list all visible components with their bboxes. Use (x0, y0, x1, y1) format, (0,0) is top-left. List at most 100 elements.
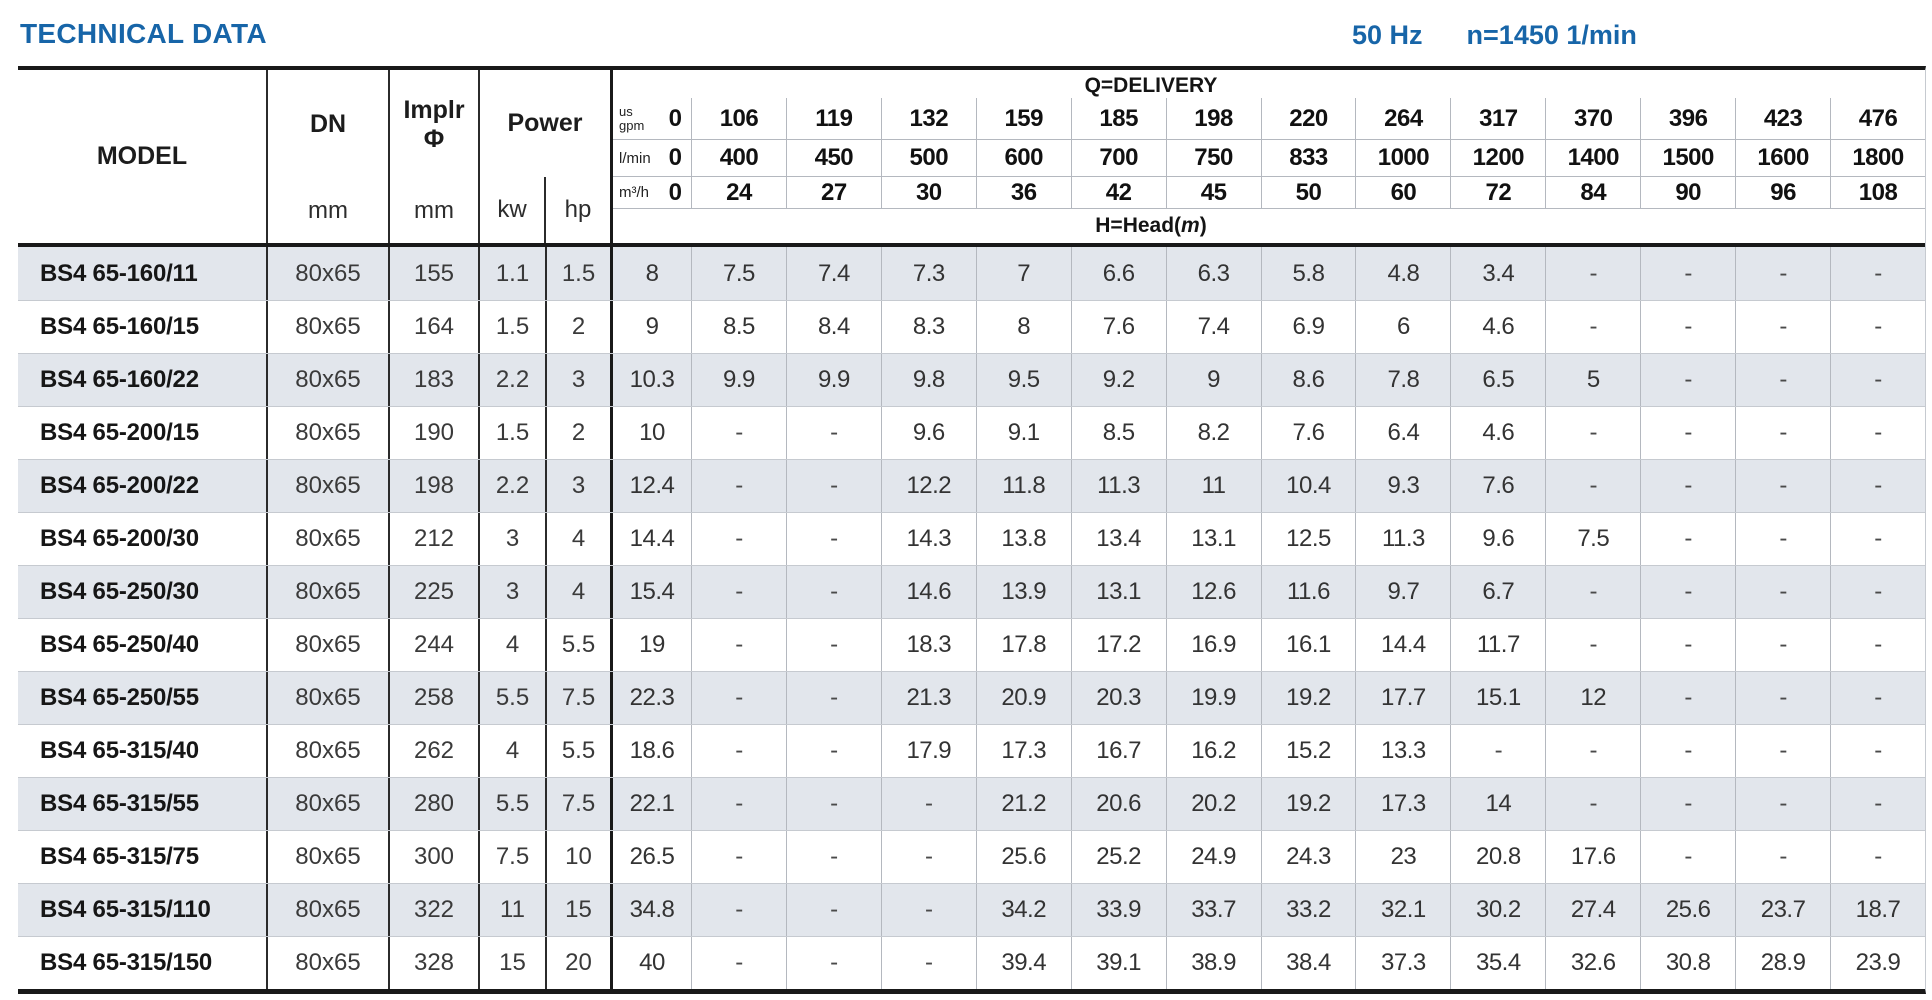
head-value-cell: 11.3 (1355, 513, 1450, 565)
model-cell: BS4 65-250/55 (18, 672, 268, 724)
head-value-cell: 24.3 (1260, 831, 1356, 883)
power-kw-cell: 3 (480, 566, 547, 618)
head-value-cell: 8.2 (1165, 407, 1261, 459)
table-row: BS4 65-315/75 80x65 300 7.5 10 26.5- - -25.6 25.… (18, 830, 1925, 883)
head-value-cell: - (880, 831, 976, 883)
impeller-diameter-cell: 328 (390, 937, 480, 989)
head-value-cell: - (1735, 619, 1830, 671)
head-prefix: H=Head( (1095, 214, 1182, 237)
power-kw-cell: 3 (480, 513, 547, 565)
usgpm-unit-cell: us gpm 0 (613, 98, 691, 139)
m3h-unit-cell: m³/h 0 (613, 177, 691, 208)
table-row: BS4 65-250/30 80x65 225 3 4 15.4- -14.6 13.9 13.… (18, 565, 1925, 618)
impeller-diameter-cell: 225 (390, 566, 480, 618)
head-value-cell: 14.4 (629, 525, 675, 552)
flow-header-value: 185 (1070, 98, 1166, 139)
flow-header-value: 72 (1450, 177, 1545, 208)
head-value-cell: 21.3 (880, 672, 976, 724)
head-value-cell: 11 (1165, 460, 1261, 512)
head-value-cell: 9.8 (880, 354, 976, 406)
flow-header-value: 476 (1830, 98, 1925, 139)
head-value-cell: - (785, 831, 881, 883)
power-hp-cell: 7.5 (547, 672, 613, 724)
head-value-cell: - (1735, 778, 1830, 830)
table-row: BS4 65-315/55 80x65 280 5.5 7.5 22.1- - -21.2 20… (18, 777, 1925, 830)
head-value-cell: 16.1 (1260, 619, 1356, 671)
power-hp-cell: 2 (547, 301, 613, 353)
dn-cell: 80x65 (268, 566, 390, 618)
flow-header-value: 264 (1355, 98, 1450, 139)
model-cell: BS4 65-315/55 (18, 778, 268, 830)
head-value-cell: - (1735, 301, 1830, 353)
head-value-cell: 13.3 (1355, 725, 1450, 777)
model-cell: BS4 65-315/75 (18, 831, 268, 883)
head-value-cell: 6.3 (1165, 247, 1261, 300)
hp-column-header: hp (564, 196, 592, 223)
head-value-cell: 12.6 (1165, 566, 1261, 618)
head-value-cell: 20.8 (1450, 831, 1545, 883)
head-value-cell: 25.6 (975, 831, 1071, 883)
flow-header-value: 317 (1450, 98, 1545, 139)
flow-header-value: 90 (1640, 177, 1735, 208)
head-value-cell: - (1640, 513, 1735, 565)
power-hp-cell: 2 (547, 407, 613, 459)
head-value-cell: - (1545, 619, 1640, 671)
kw-column-header: kw (480, 177, 546, 243)
model-cell: BS4 65-200/30 (18, 513, 268, 565)
model-cell: BS4 65-250/40 (18, 619, 268, 671)
impeller-diameter-cell: 155 (390, 247, 480, 300)
operating-conditions: 50 Hz n=1450 1/min (1352, 20, 1637, 51)
head-value-cell: 23.9 (1830, 937, 1925, 989)
unit-lmin: l/min (619, 149, 651, 167)
head-value-cell: 38.4 (1260, 937, 1356, 989)
head-unit-italic: m (1181, 214, 1200, 237)
head-value-cell: 11.8 (975, 460, 1071, 512)
table-row: BS4 65-160/11 80x65 155 1.1 1.5 8 7.5 7.4 7.3 7 6.… (18, 247, 1925, 300)
flow-header-value: 1200 (1450, 140, 1545, 176)
impeller-diameter-cell: 262 (390, 725, 480, 777)
head-value-cell: 19.2 (1260, 672, 1356, 724)
table-row: BS4 65-200/15 80x65 190 1.5 2 10- -9.6 9.1 8.5 8.… (18, 406, 1925, 459)
delivery-title: Q=DELIVERY (1084, 74, 1218, 97)
head-value-cell: - (785, 407, 881, 459)
head-value-cell: 40 (639, 949, 665, 976)
head-value-cell: 9.9 (691, 354, 786, 406)
table-row: BS4 65-160/15 80x65 164 1.5 2 9 8.5 8.4 8.3 8 7.6 7… (18, 300, 1925, 353)
head-value-cell: 17.6 (1545, 831, 1640, 883)
head-value-cell: - (1830, 513, 1925, 565)
flow-header-value: 106 (691, 98, 786, 139)
model-cell: BS4 65-250/30 (18, 566, 268, 618)
model-cell: BS4 65-200/15 (18, 407, 268, 459)
head-title: H=Head(m) (1095, 214, 1206, 238)
head-value-cell: - (1735, 460, 1830, 512)
head-value-cell: - (1830, 301, 1925, 353)
head-value-cell: 19 (639, 631, 665, 658)
head-value-cell: - (880, 884, 976, 936)
power-kw-cell: 1.1 (480, 247, 547, 300)
head-value-cell: 22.1 (629, 790, 675, 817)
flow-header-value: 700 (1070, 140, 1166, 176)
head-value-cell: 6.9 (1260, 301, 1356, 353)
dn-cell: 80x65 (268, 937, 390, 989)
head-value-cell: 7.5 (1545, 513, 1640, 565)
flow-header-value: 30 (880, 177, 976, 208)
head-value-cell: 8.5 (1070, 407, 1166, 459)
head-value-cell: 20.6 (1070, 778, 1166, 830)
flow-header-value: 500 (880, 140, 976, 176)
power-kw-cell: 1.5 (480, 301, 547, 353)
impeller-diameter-cell: 190 (390, 407, 480, 459)
head-value-cell: 13.1 (1165, 513, 1261, 565)
head-value-cell: 9.9 (785, 354, 881, 406)
flow-header-value: 450 (785, 140, 881, 176)
head-value-cell: 19.2 (1260, 778, 1356, 830)
head-value-cell: 8 (645, 259, 659, 287)
power-hp-cell: 5.5 (547, 619, 613, 671)
head-value-cell: 34.2 (975, 884, 1071, 936)
usgpm-zero: 0 (668, 104, 682, 132)
flow-header-value: 24 (691, 177, 786, 208)
head-value-cell: - (1830, 247, 1925, 300)
flow-header-value: 750 (1165, 140, 1261, 176)
head-value-cell: - (1830, 672, 1925, 724)
power-kw-cell: 15 (480, 937, 547, 989)
flow-row-m3h: m³/h 0 24 27 30 36 42 45 50 60 72 84 90 96 108 (613, 177, 1925, 209)
